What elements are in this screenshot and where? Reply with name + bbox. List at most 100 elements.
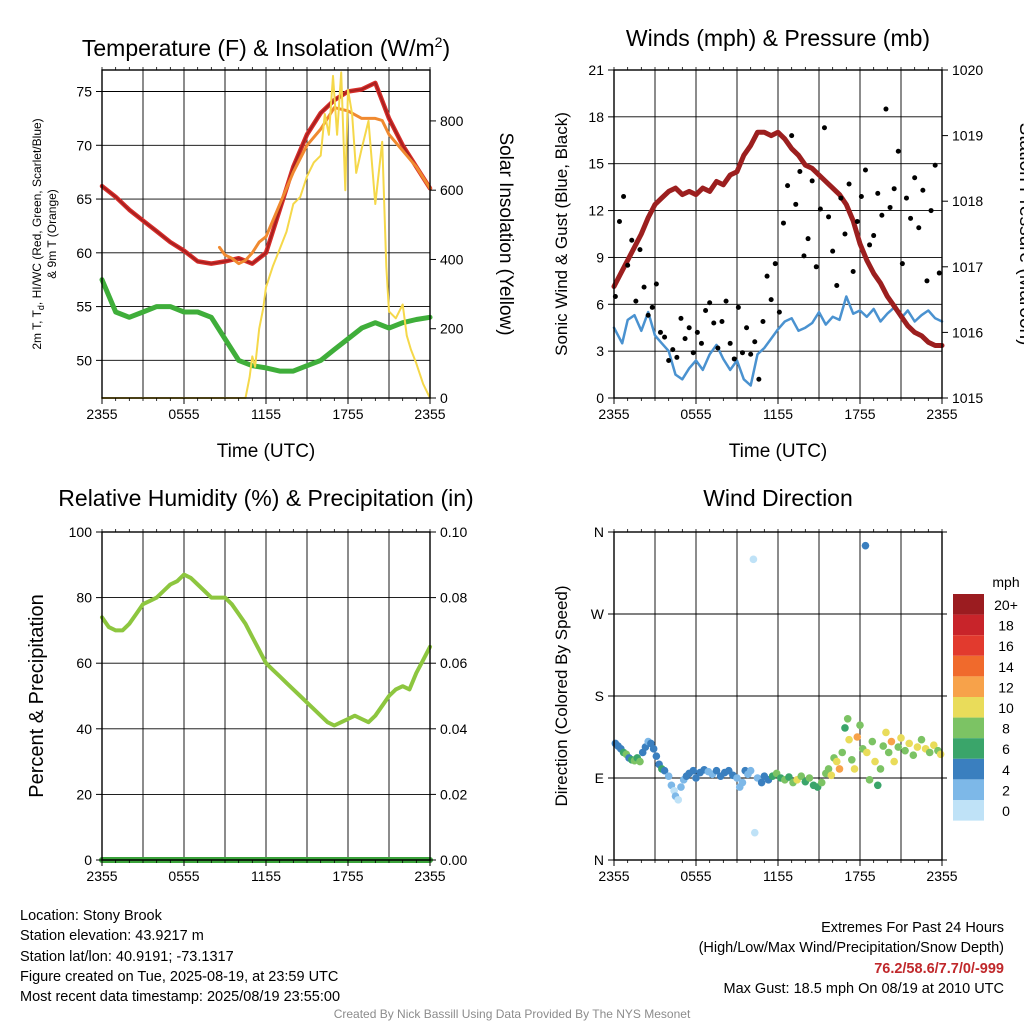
gust-point: [748, 351, 754, 357]
panel-title: Wind Direction: [703, 485, 853, 511]
direction-point: [841, 724, 849, 732]
credit-line: Created By Nick Bassill Using Data Provi…: [333, 1007, 691, 1021]
direction-point: [805, 774, 814, 782]
gust-point: [739, 350, 745, 356]
y-right-tick-label: 1020: [952, 62, 983, 78]
gust-point: [924, 278, 930, 284]
gust-point: [657, 329, 663, 335]
direction-point: [887, 737, 896, 746]
direction-point: [845, 735, 853, 744]
gust-point: [805, 236, 811, 242]
direction-point: [660, 766, 669, 775]
y-tick-label: 3: [596, 343, 604, 359]
direction-point: [838, 748, 847, 757]
legend-swatch: [953, 635, 984, 656]
y-right-tick-label: 0.00: [440, 852, 467, 868]
y-axis-label: Sonic Wind & Gust (Blue, Black): [552, 112, 571, 356]
y-tick-label: 9: [596, 249, 604, 265]
gust-point: [817, 206, 823, 212]
y-tick-label: 55: [76, 299, 92, 315]
series-line-2: [611, 129, 945, 348]
gust-point: [920, 187, 926, 193]
gust-point: [764, 273, 770, 279]
y-right-tick-label: 1015: [952, 390, 983, 406]
direction-point: [785, 773, 793, 781]
gust-point: [670, 347, 676, 353]
gust-point: [662, 334, 668, 340]
legend-label: 6: [1002, 741, 1010, 757]
direction-point: [689, 766, 698, 775]
gust-point: [731, 356, 737, 362]
gust-point: [760, 318, 766, 324]
series-line-1: [100, 572, 432, 728]
panel-3: 2355 0555 1155 1755 23550204060801000.000.02…: [26, 485, 474, 884]
x-tick-label: 2355: [598, 868, 629, 884]
y-tick-label: 40: [76, 721, 92, 737]
gust-point: [916, 225, 922, 231]
y-right-tick-label: 1018: [952, 193, 983, 209]
x-axis-label: Time (UTC): [217, 441, 316, 462]
y-right-tick-label: 600: [440, 182, 464, 198]
gust-point: [801, 253, 807, 259]
y-tick-label: 60: [76, 245, 92, 261]
direction-point: [879, 742, 888, 750]
legend-swatch: [953, 594, 984, 615]
gust-point: [826, 214, 832, 220]
station-elevation: Station elevation: 43.9217 m: [20, 928, 204, 945]
x-tick-label: 2355: [598, 406, 629, 422]
gust-point: [616, 219, 622, 225]
gust-point: [887, 204, 893, 210]
direction-point: [746, 766, 755, 775]
x-tick-label: 1755: [844, 406, 875, 422]
gust-point: [637, 247, 643, 253]
y-tick-label: N: [594, 852, 604, 868]
direction-point: [868, 737, 877, 746]
direction-point: [797, 772, 806, 780]
y-tick-label: 15: [588, 156, 604, 172]
y-tick-label: 0: [596, 390, 604, 406]
y-right-tick-label: 1017: [952, 259, 983, 275]
direction-point: [873, 781, 882, 790]
x-tick-label: 2355: [926, 868, 957, 884]
gust-point: [797, 169, 803, 175]
station-info: Location: Stony Brook Station elevation:…: [20, 906, 340, 1007]
x-tick-label: 0555: [680, 868, 711, 884]
series-line-4: [101, 81, 431, 265]
y-right-tick-label: 0: [440, 390, 448, 406]
gust-point: [780, 220, 786, 226]
direction-point: [738, 778, 747, 787]
y-tick-label: 70: [76, 137, 92, 153]
y-tick-label: 18: [588, 109, 604, 125]
extremes-subtitle: (High/Low/Max Wind/Precipitation/Snow De…: [698, 940, 1004, 957]
direction-point: [827, 771, 836, 780]
gust-point: [649, 304, 655, 310]
x-tick-label: 0555: [680, 406, 711, 422]
direction-point: [853, 733, 862, 741]
direction-point: [817, 778, 826, 787]
legend-swatch: [953, 738, 984, 759]
y-axis-label: Direction (Colored By Speed): [552, 585, 571, 806]
gust-point: [854, 219, 860, 225]
gust-point: [899, 261, 905, 267]
gust-point: [674, 354, 680, 360]
direction-point: [925, 748, 934, 757]
gust-point: [932, 162, 938, 168]
legend-swatch: [953, 758, 984, 780]
x-tick-label: 2355: [414, 406, 445, 422]
gust-point: [834, 283, 840, 289]
legend-label: 14: [998, 659, 1014, 675]
x-tick-label: 1755: [332, 406, 363, 422]
direction-point: [636, 757, 644, 766]
gust-point: [789, 133, 795, 139]
x-axis-label: Time (UTC): [729, 441, 828, 462]
legend-swatch: [953, 717, 984, 739]
direction-point: [909, 751, 918, 760]
legend-swatch: [953, 614, 984, 636]
gust-point: [842, 231, 848, 237]
y-tick-label: 6: [596, 296, 604, 312]
y-tick-label: 50: [76, 352, 92, 368]
extremes-title: Extremes For Past 24 Hours: [821, 920, 1004, 936]
gust-point: [883, 106, 889, 112]
y-right-axis-label: Solar Insolation (Yellow): [495, 132, 516, 335]
